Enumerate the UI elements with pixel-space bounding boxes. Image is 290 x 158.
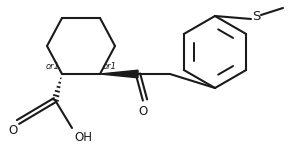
Text: or1: or1 xyxy=(46,62,60,71)
Text: O: O xyxy=(138,105,148,118)
Text: or1: or1 xyxy=(103,62,117,71)
Text: S: S xyxy=(252,10,260,24)
Text: OH: OH xyxy=(74,131,92,144)
Text: O: O xyxy=(8,124,18,137)
Polygon shape xyxy=(100,70,138,78)
